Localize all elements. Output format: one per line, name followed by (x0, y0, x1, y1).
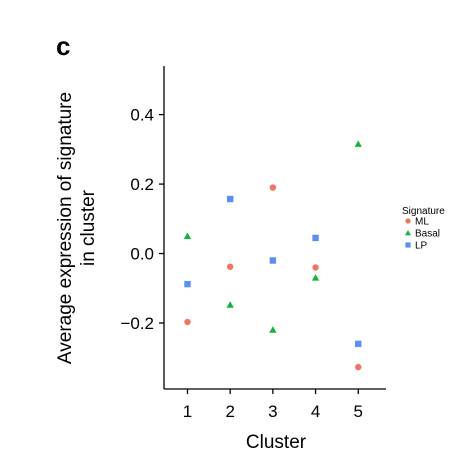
point-ml (226, 263, 234, 270)
axes (159, 66, 386, 394)
point-lp (355, 340, 362, 348)
point-lp (269, 257, 277, 264)
legend-key-lp (405, 242, 411, 248)
point-lp (184, 280, 191, 288)
x-tick-label: 1 (183, 402, 192, 421)
x-tick-labels: 1 2 3 4 5 (183, 402, 363, 421)
x-axis-title: Cluster (246, 432, 307, 453)
point-basal (354, 140, 362, 147)
y-tick-label: −0.2 (120, 314, 154, 333)
legend-title: Signature (402, 206, 445, 217)
y-axis-title-line1: Average expression of signature (55, 92, 76, 364)
point-basal (226, 301, 234, 308)
x-tick-label: 3 (268, 402, 277, 421)
y-tick-label: 0.2 (130, 175, 154, 194)
point-ml (184, 318, 191, 326)
point-basal (269, 326, 277, 333)
point-basal (311, 274, 320, 281)
legend-key-basal (405, 230, 411, 236)
y-tick-label: 0.0 (130, 245, 154, 264)
point-lp (226, 195, 234, 203)
x-tick-label: 5 (354, 402, 363, 421)
legend-key-ml (405, 218, 411, 224)
point-basal (183, 232, 192, 239)
y-tick-labels: 0.4 0.2 0.0 −0.2 (120, 106, 154, 333)
legend-label-basal: Basal (415, 229, 440, 240)
point-ml (312, 264, 319, 271)
legend-label-ml: ML (415, 217, 429, 228)
y-axis-title-line2: in cluster (78, 189, 99, 266)
x-tick-label: 2 (225, 402, 234, 421)
point-ml (269, 184, 277, 191)
legend-label-lp: LP (415, 241, 428, 252)
data-points (183, 140, 362, 371)
point-lp (312, 234, 319, 242)
point-ml (355, 363, 362, 371)
x-tick-label: 4 (311, 402, 320, 421)
axis-titles: Cluster Average expression of signature … (55, 92, 307, 453)
y-tick-label: 0.4 (130, 106, 154, 125)
panel-label: c (56, 31, 70, 61)
